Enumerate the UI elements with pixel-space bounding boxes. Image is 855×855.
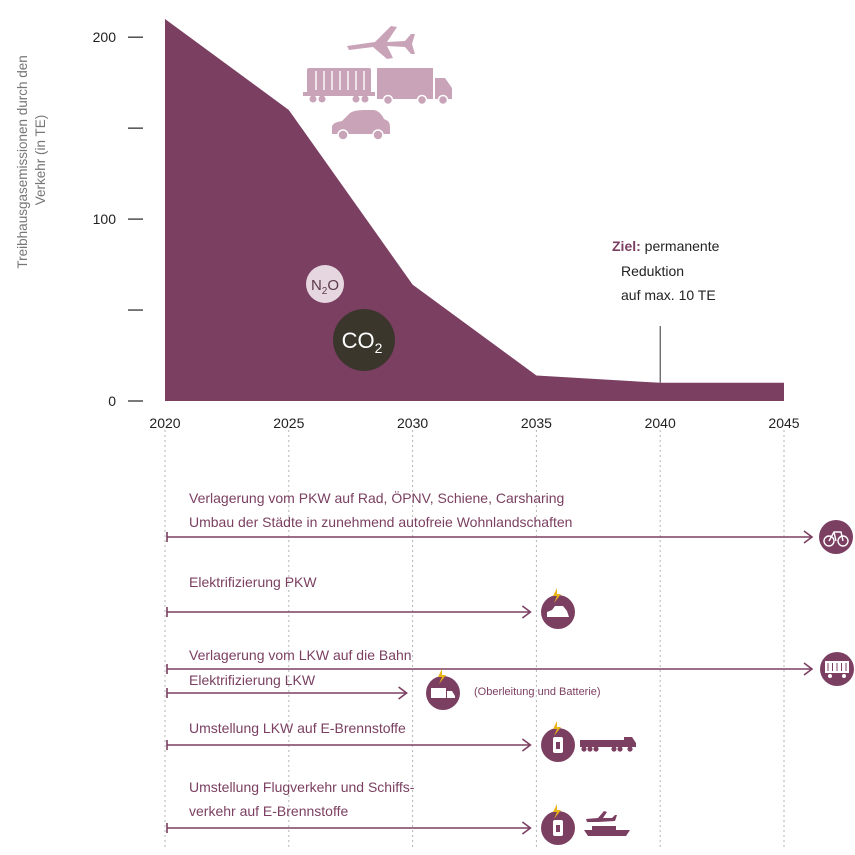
co2-badge: CO2 — [333, 309, 395, 371]
svg-text:CO2: CO2 — [342, 328, 383, 356]
measure-row: Elektrifizierung PKW — [166, 574, 575, 629]
x-tick-label: 2020 — [149, 415, 180, 431]
x-tick-label: 2040 — [645, 415, 676, 431]
measure-row: Verlagerung vom LKW auf die Bahn — [166, 647, 854, 686]
measure-label: verkehr auf E-Brennstoffe — [189, 803, 348, 819]
electric-truck-icon — [426, 669, 460, 710]
x-tick-label: 2035 — [521, 415, 552, 431]
x-tick-label: 2045 — [768, 415, 799, 431]
measure-label: Umbau der Städte in zunehmend autofreie … — [189, 514, 572, 530]
measure-label: Verlagerung vom LKW auf die Bahn — [189, 647, 412, 663]
fuel-truck-icon — [541, 721, 575, 762]
svg-text:N2O: N2O — [311, 277, 339, 297]
electric-car-icon — [541, 588, 575, 629]
measure-label: Umstellung Flugverkehr und Schiffs- — [189, 779, 415, 795]
measure-note: (Oberleitung und Batterie) — [474, 686, 601, 698]
measure-label: Verlagerung vom PKW auf Rad, ÖPNV, Schie… — [189, 489, 564, 506]
measure-row: Umstellung Flugverkehr und Schiffs-verke… — [166, 779, 630, 845]
arrow-head — [803, 530, 814, 544]
y-axis: 0 100 200 — [93, 29, 143, 409]
measures-timeline: Verlagerung vom PKW auf Rad, ÖPNV, Schie… — [166, 489, 854, 845]
x-tick-label: 2030 — [397, 415, 428, 431]
svg-text:Ziel: permanente Redukti: Ziel: permanente Reduktion auf max. 10 T… — [612, 238, 723, 303]
n2o-badge: N2O — [306, 265, 344, 303]
freight-train-icon-top — [303, 68, 375, 103]
measure-label: Elektrifizierung PKW — [189, 574, 317, 590]
y-axis-label: Treibhausgasemissionen durch den Verkehr… — [15, 51, 48, 268]
arrow-head — [398, 686, 408, 700]
arrow-head — [521, 605, 532, 619]
emissions-area — [165, 19, 784, 401]
arrow-head — [521, 821, 532, 835]
measure-row: Elektrifizierung LKW (Oberleitung und Bat… — [166, 669, 601, 710]
car-icon — [332, 110, 390, 141]
lkw-train-icon — [580, 737, 636, 752]
y-tick-label: 0 — [108, 393, 116, 409]
x-tick-label: 2025 — [273, 415, 304, 431]
airplane-icon — [347, 26, 415, 59]
target-annotation: Ziel: permanente Reduktion auf max. 10 T… — [612, 238, 723, 383]
measure-row: Umstellung LKW auf E-Brennstoffe — [166, 720, 636, 762]
y-tick-label: 100 — [93, 211, 117, 227]
fuel-plane-ship-icon — [541, 804, 575, 845]
x-axis: 2020 2025 2030 2035 2040 2045 — [149, 415, 799, 431]
measure-label: Umstellung LKW auf E-Brennstoffe — [189, 720, 406, 736]
plane-ship-icon — [584, 811, 630, 836]
measure-label: Elektrifizierung LKW — [189, 672, 316, 688]
year-guides — [164, 430, 785, 850]
freight-train-icon — [820, 652, 854, 686]
truck-icon — [377, 68, 452, 106]
y-tick-label: 200 — [93, 29, 117, 45]
bicycle-icon — [819, 520, 853, 554]
arrow-head — [521, 738, 532, 752]
arrow-head — [803, 662, 814, 676]
measure-row: Verlagerung vom PKW auf Rad, ÖPNV, Schie… — [166, 489, 853, 554]
